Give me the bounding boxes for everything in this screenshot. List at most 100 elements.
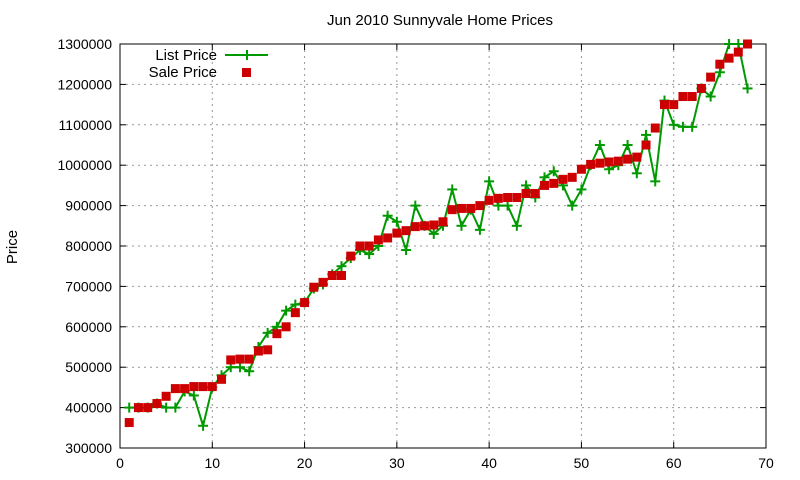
- list-price-point: [364, 249, 375, 260]
- sale-price-point: [180, 384, 190, 394]
- sale-price-point: [309, 282, 319, 292]
- x-tick-label: 40: [481, 455, 497, 471]
- sale-price-point: [401, 226, 411, 236]
- list-price-point: [262, 327, 273, 338]
- list-price-point: [124, 402, 135, 413]
- sale-price-point: [383, 233, 393, 243]
- sale-price-point: [650, 123, 660, 133]
- sale-price-point: [743, 39, 753, 49]
- x-tick-label: 20: [297, 455, 313, 471]
- sale-price-point: [632, 152, 642, 162]
- chart-title: Jun 2010 Sunnyvale Home Prices: [327, 12, 553, 29]
- sale-price-point: [170, 384, 180, 394]
- sale-price-point: [420, 221, 430, 231]
- sale-price-point: [346, 251, 356, 261]
- axes: 0 10 20 30 40 50 60 70 300000 400000 500000 600000 7…: [57, 36, 774, 471]
- sale-price-point: [706, 72, 716, 82]
- sale-price-point: [558, 174, 568, 184]
- y-tick-label: 1100000: [59, 117, 113, 133]
- y-tick-label: 1000000: [57, 157, 112, 173]
- sale-price-point: [724, 53, 734, 63]
- sale-price-point: [438, 217, 448, 227]
- list-price-point: [410, 200, 421, 211]
- sale-price-point: [253, 346, 263, 356]
- sale-price-point: [521, 188, 531, 198]
- sale-price-point: [263, 345, 273, 355]
- sale-price-point: [152, 399, 162, 409]
- list-price-point: [391, 216, 402, 227]
- sale-price-point: [327, 270, 337, 280]
- sale-price-point: [364, 241, 374, 251]
- legend-marker-sale-price: [242, 68, 251, 77]
- y-tick-label: 700000: [65, 278, 112, 294]
- sale-price-point: [641, 140, 651, 150]
- list-price-point: [428, 228, 439, 239]
- list-price-point: [668, 119, 679, 130]
- sale-price-point: [503, 193, 513, 203]
- x-tick-label: 50: [574, 455, 590, 471]
- list-price-point: [234, 362, 245, 373]
- sale-price-point: [392, 228, 402, 238]
- list-price-point: [244, 366, 255, 377]
- sale-price-point: [456, 203, 466, 213]
- list-price-point: [724, 39, 735, 49]
- list-price-point: [650, 176, 661, 187]
- sale-price-point: [161, 391, 171, 401]
- sale-price-point: [189, 382, 199, 392]
- sale-price-point: [576, 164, 586, 174]
- y-tick-label: 400000: [65, 400, 112, 416]
- sale-price-point: [659, 100, 669, 110]
- list-price-point: [456, 220, 467, 231]
- sale-price-point: [318, 277, 328, 287]
- list-price-point: [290, 299, 301, 310]
- x-tick-label: 10: [204, 455, 220, 471]
- list-price-point: [198, 420, 209, 431]
- y-tick-label: 1300000: [57, 36, 112, 52]
- list-price-point: [539, 172, 550, 183]
- sale-price-point: [549, 178, 559, 188]
- sale-price-point: [235, 354, 245, 364]
- list-price-point: [567, 200, 578, 211]
- list-price-point: [705, 91, 716, 102]
- y-tick-label: 800000: [65, 238, 112, 254]
- y-tick-label: 300000: [65, 440, 112, 456]
- x-tick-label: 0: [116, 455, 124, 471]
- list-price-point: [714, 67, 725, 78]
- sale-price-point: [373, 235, 383, 245]
- list-price-point: [687, 121, 698, 132]
- list-price-point: [742, 83, 753, 94]
- list-price-point: [677, 121, 688, 132]
- list-price-point: [484, 176, 495, 187]
- sale-price-point: [429, 220, 439, 230]
- series: [124, 39, 753, 431]
- sale-price-point: [696, 83, 706, 93]
- list-price-point: [401, 245, 412, 256]
- sale-price-point: [733, 47, 743, 57]
- x-tick-label: 70: [758, 455, 774, 471]
- sale-price-point: [272, 329, 282, 339]
- list-price-point: [511, 220, 522, 231]
- sale-price-point: [493, 193, 503, 203]
- list-price-point: [474, 224, 485, 235]
- sale-price-point: [143, 403, 153, 413]
- sale-price-point: [595, 158, 605, 168]
- y-tick-label: 600000: [65, 319, 112, 335]
- sale-price-point: [226, 355, 236, 365]
- y-tick-label: 500000: [65, 359, 112, 375]
- sale-price-point: [355, 241, 365, 251]
- legend-label-list-price: List Price: [155, 47, 217, 64]
- list-price-line: [129, 43, 749, 430]
- sale-price-point: [567, 172, 577, 182]
- sale-price-point: [300, 298, 310, 308]
- list-price-point: [622, 140, 633, 150]
- y-axis-label: Price: [4, 230, 21, 264]
- sale-price-point: [512, 193, 522, 203]
- sale-price-point: [124, 418, 134, 428]
- x-tick-label: 60: [666, 455, 682, 471]
- list-price-point: [521, 180, 532, 191]
- list-price-point: [631, 168, 642, 179]
- sale-price-point: [484, 195, 494, 205]
- sale-price-point: [540, 180, 550, 190]
- list-price-point: [188, 390, 199, 401]
